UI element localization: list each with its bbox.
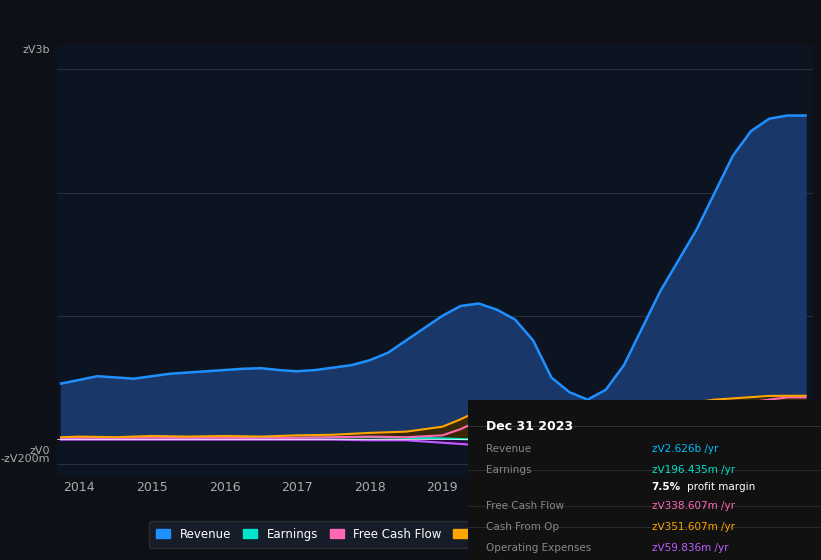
Text: Free Cash Flow: Free Cash Flow <box>486 501 564 511</box>
Text: Earnings: Earnings <box>486 465 531 475</box>
Text: zᐯ351.607m /yr: zᐯ351.607m /yr <box>652 522 735 532</box>
Text: zᐯ3b: zᐯ3b <box>22 45 50 55</box>
Text: zᐯ196.435m /yr: zᐯ196.435m /yr <box>652 465 735 475</box>
Text: Cash From Op: Cash From Op <box>486 522 558 532</box>
Text: Operating Expenses: Operating Expenses <box>486 543 591 553</box>
Text: Revenue: Revenue <box>486 444 530 454</box>
Text: zᐯ59.836m /yr: zᐯ59.836m /yr <box>652 543 728 553</box>
Text: 7.5%: 7.5% <box>652 482 681 492</box>
Text: zᐯ0: zᐯ0 <box>30 446 50 456</box>
Text: -zᐯ200m: -zᐯ200m <box>1 454 50 464</box>
Text: zᐯ2.626b /yr: zᐯ2.626b /yr <box>652 444 718 454</box>
Text: profit margin: profit margin <box>687 482 755 492</box>
Text: zᐯ338.607m /yr: zᐯ338.607m /yr <box>652 501 735 511</box>
Legend: Revenue, Earnings, Free Cash Flow, Cash From Op, Operating Expenses: Revenue, Earnings, Free Cash Flow, Cash … <box>149 521 722 548</box>
Text: Dec 31 2023: Dec 31 2023 <box>486 420 573 433</box>
